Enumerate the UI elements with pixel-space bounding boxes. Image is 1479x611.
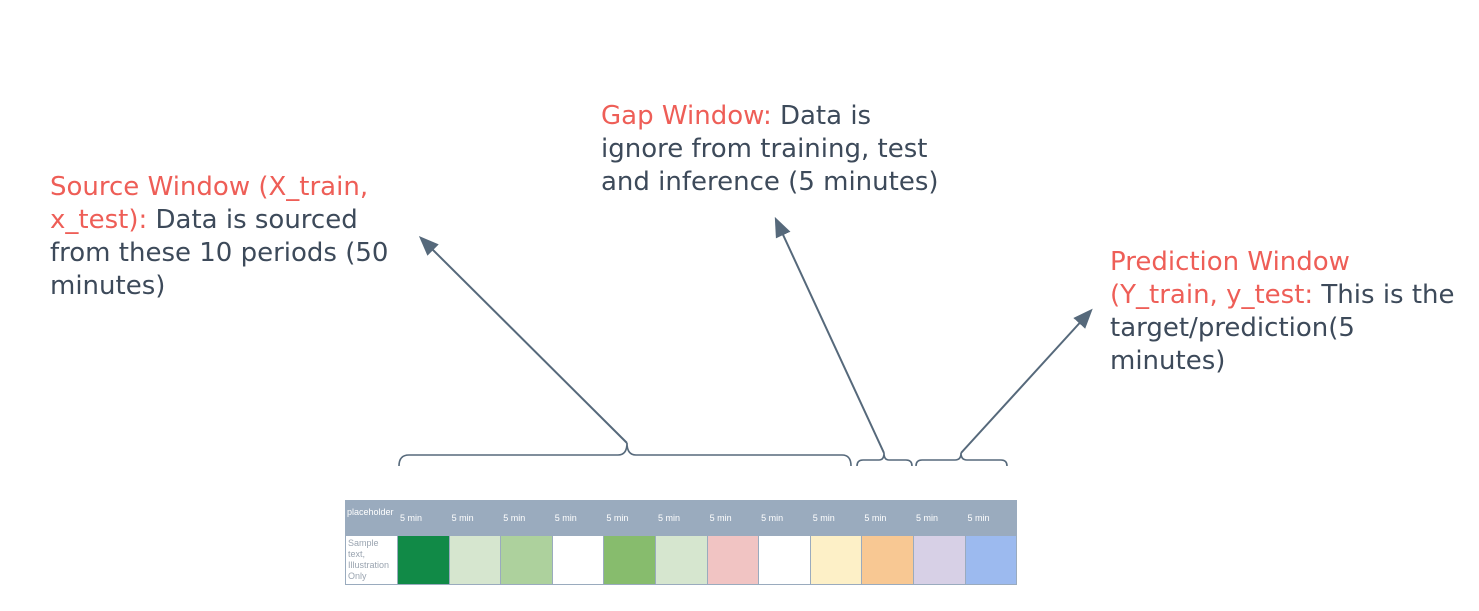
period-header-8: 5 min <box>759 500 811 536</box>
period-header-11: 5 min <box>913 500 966 536</box>
period-cell-12 <box>965 536 1018 585</box>
prediction-window-brace <box>915 452 1008 467</box>
period-header-5: 5 min <box>604 500 656 536</box>
period-cell-1 <box>398 536 450 585</box>
period-header-7: 5 min <box>707 500 760 536</box>
period-cell-6 <box>655 536 708 585</box>
period-header-1: 5 min <box>398 500 450 536</box>
period-cell-7 <box>707 536 760 585</box>
prediction-window-description: This is the target/prediction(5 minutes) <box>1110 280 1455 376</box>
period-cell-5 <box>604 536 656 585</box>
gap-window-arrow <box>774 216 885 454</box>
gap-window-label: Gap Window: Data is ignore from training… <box>601 100 941 199</box>
period-header-3: 5 min <box>501 500 553 536</box>
period-header-2: 5 min <box>449 500 502 536</box>
gap-window-description: Data is ignore from training, test and i… <box>601 101 939 197</box>
table-row-label: Sample text, Illustration Only <box>345 536 398 585</box>
source-window-description: Data is sourced from these 10 periods (5… <box>50 205 389 301</box>
prediction-window-title: Prediction Window (Y_train, y_test: <box>1110 247 1350 310</box>
period-header-4: 5 min <box>552 500 605 536</box>
period-cell-8 <box>759 536 811 585</box>
source-window-arrow <box>418 235 628 444</box>
source-window-label: Source Window (X_train, x_test): Data is… <box>50 171 410 303</box>
gap-window-brace <box>856 452 913 467</box>
period-table: placeholder 5 min 5 min 5 min 5 min 5 min 5 m… <box>345 500 1018 585</box>
period-header-9: 5 min <box>810 500 863 536</box>
prediction-window-arrow <box>960 308 1093 454</box>
source-window-title: Source Window (X_train, x_test): <box>50 172 369 235</box>
period-cell-3 <box>501 536 553 585</box>
period-header-12: 5 min <box>965 500 1018 536</box>
period-cell-10 <box>862 536 914 585</box>
period-cell-4 <box>552 536 605 585</box>
period-header-10: 5 min <box>862 500 914 536</box>
gap-window-title: Gap Window: <box>601 101 772 131</box>
period-header-6: 5 min <box>655 500 708 536</box>
prediction-window-label: Prediction Window (Y_train, y_test: This… <box>1110 246 1455 378</box>
table-header-placeholder: placeholder <box>345 500 398 536</box>
period-cell-9 <box>810 536 863 585</box>
period-cell-11 <box>913 536 966 585</box>
source-window-brace <box>398 442 852 467</box>
period-cell-2 <box>449 536 502 585</box>
